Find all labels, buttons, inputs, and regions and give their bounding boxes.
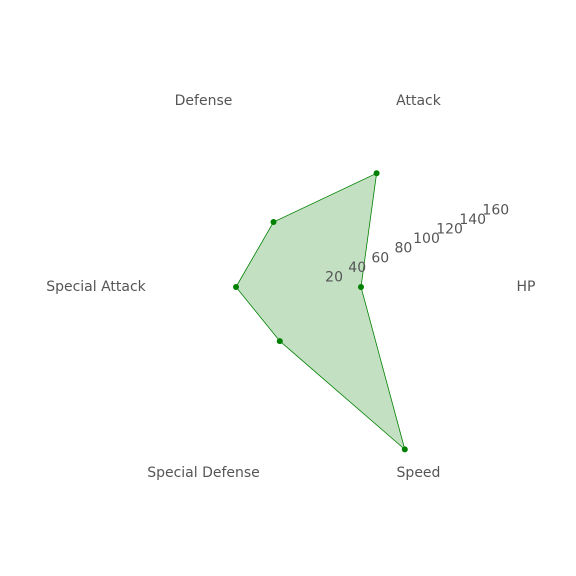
tick-label-140: 140 — [459, 212, 486, 228]
axis-label-special-defense: Special Defense — [147, 465, 260, 481]
data-point-defense — [270, 219, 277, 225]
tick-label-20: 20 — [325, 269, 343, 285]
axis-label-special-attack: Special Attack — [46, 279, 146, 295]
data-point-attack — [373, 170, 380, 177]
series-polygon — [235, 172, 406, 451]
tick-label-160: 160 — [482, 203, 509, 219]
data-point-speed — [401, 446, 408, 453]
data-point-special-defense — [276, 338, 283, 345]
tick-label-100: 100 — [413, 231, 440, 247]
data-point-special-attack — [233, 284, 239, 290]
data-point-hp — [358, 284, 364, 290]
tick-label-80: 80 — [394, 241, 412, 257]
axis-label-hp: HP — [517, 279, 536, 295]
tick-label-40: 40 — [348, 260, 366, 276]
series-points — [233, 170, 408, 453]
axis-label-defense: Defense — [175, 93, 233, 109]
axis-labels: HP Attack Defense Special Attack Special Def… — [46, 93, 535, 481]
axis-label-speed: Speed — [397, 465, 441, 481]
tick-label-60: 60 — [371, 250, 389, 266]
axis-label-attack: Attack — [396, 93, 442, 109]
tick-label-120: 120 — [436, 222, 463, 238]
